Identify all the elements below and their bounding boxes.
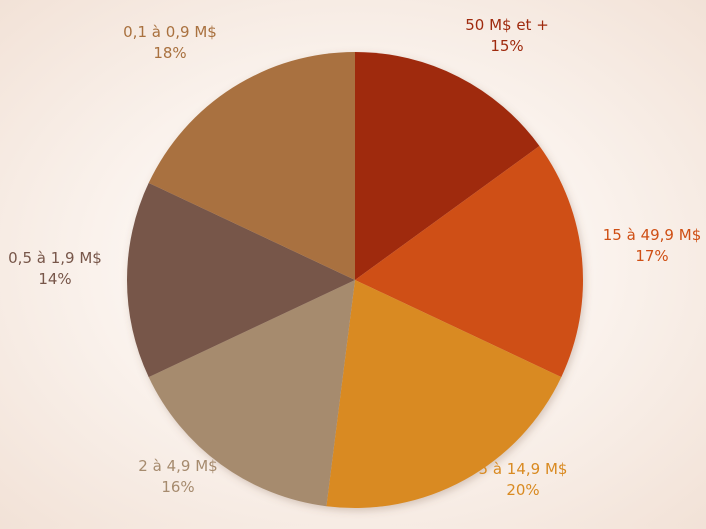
slice-value-label: 16%	[161, 478, 194, 496]
pie-slice	[148, 52, 355, 280]
pie-slice	[326, 280, 562, 508]
pie-slice	[126, 182, 355, 378]
slice-value-label: 18%	[153, 44, 186, 62]
slice-label: 2 à 4,9 M$	[138, 457, 217, 475]
pie-labels: 50 M$ et + 15% 15 à 49,9 M$ 17% 5 à 14,9 M$ 2…	[8, 16, 701, 499]
pie-slice	[355, 145, 584, 378]
slice-value-label: 14%	[38, 270, 71, 288]
slice-label: 50 M$ et +	[465, 16, 549, 34]
pie-slice	[148, 280, 355, 507]
slice-label: 0,5 à 1,9 M$	[8, 249, 102, 267]
slice-value-label: 20%	[506, 481, 539, 499]
slice-value-label: 17%	[635, 247, 668, 265]
slice-label: 5 à 14,9 M$	[479, 460, 568, 478]
slice-label: 0,1 à 0,9 M$	[123, 23, 217, 41]
slice-label: 15 à 49,9 M$	[603, 226, 701, 244]
pie-slice	[355, 52, 540, 280]
pie-slices	[126, 52, 584, 508]
slice-value-label: 15%	[490, 37, 523, 55]
